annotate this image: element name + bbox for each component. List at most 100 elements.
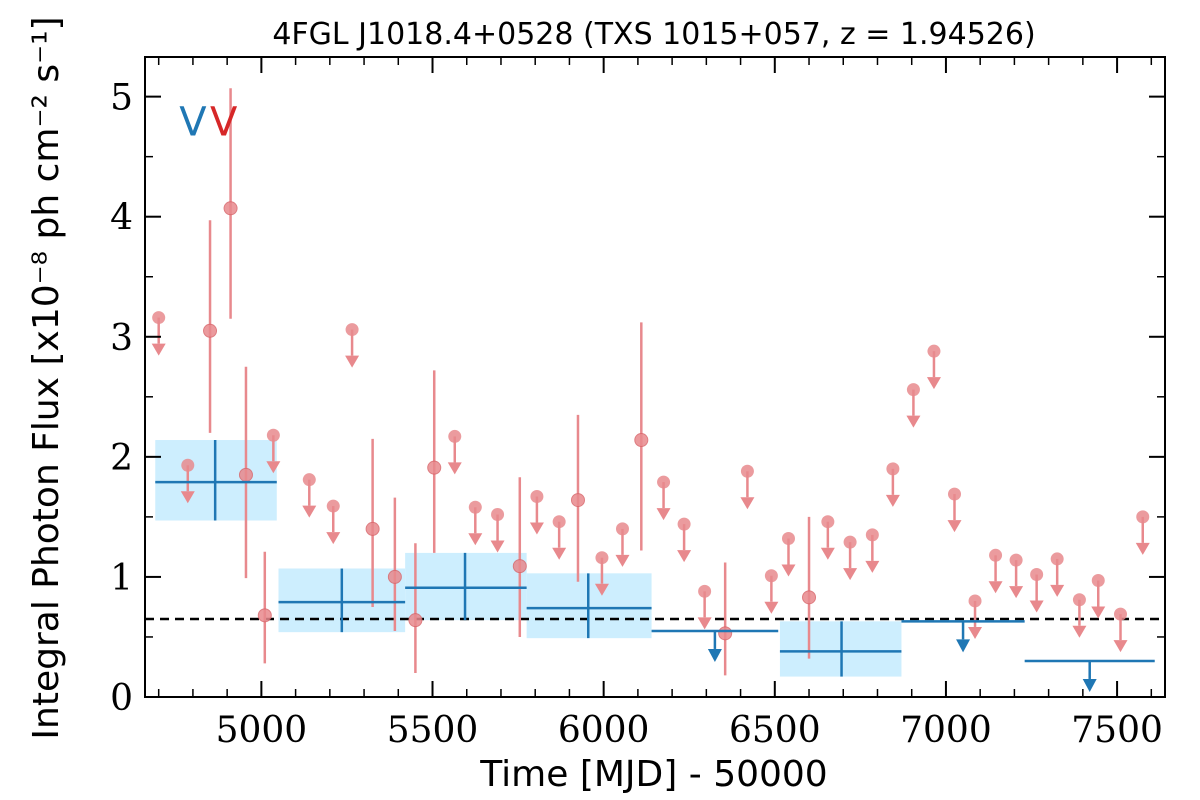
upper-limit-marker [886, 462, 900, 476]
upper-limit-marker [615, 522, 629, 536]
upper-limit-point [1072, 593, 1087, 638]
y-axis-label: Integral Photon Flux [x10⁻⁸ ph cm⁻² s⁻¹] [26, 16, 67, 739]
upper-limit-marker [448, 429, 462, 443]
upper-limit-point [594, 551, 609, 596]
upper-limit-arrow [151, 343, 166, 356]
binned-upper-limit [1024, 659, 1155, 692]
upper-limit-arrow [1082, 678, 1097, 692]
binned-data-point [779, 621, 902, 677]
binned-data-point [526, 573, 652, 639]
upper-limit-marker [345, 323, 359, 337]
binned-upper-limit [901, 620, 1025, 653]
x-tick-label: 5500 [387, 710, 479, 751]
upper-limit-point [326, 499, 341, 545]
y-tick-label: 5 [110, 78, 133, 119]
upper-limit-point [1113, 607, 1128, 653]
upper-limit-arrow [1113, 640, 1128, 653]
data-point [802, 516, 817, 659]
point-marker [365, 521, 380, 536]
upper-limit-point [697, 584, 712, 630]
point-marker [257, 608, 272, 623]
upper-limit-point [820, 515, 835, 560]
y-tick-label: 4 [110, 198, 133, 239]
upper-limit-point [529, 489, 544, 535]
upper-limit-point [552, 515, 567, 560]
upper-limit-arrow [345, 355, 360, 368]
upper-limit-point [1050, 552, 1065, 597]
upper-limit-arrow [677, 550, 692, 563]
upper-limit-point [781, 532, 796, 577]
upper-limit-arrow [707, 648, 722, 662]
point-marker [718, 626, 733, 641]
upper-limit-point [266, 428, 281, 474]
upper-limit-marker [1030, 568, 1044, 582]
upper-limit-point [1029, 568, 1044, 613]
point-marker [238, 467, 253, 482]
data-point [203, 220, 218, 433]
upper-limit-point [926, 344, 941, 390]
upper-limit-marker [1050, 552, 1064, 566]
upper-limit-point [302, 473, 317, 518]
event-marker-label: V [210, 100, 238, 146]
upper-limit-marker [1136, 510, 1150, 524]
short-bin-series-layer [151, 88, 1150, 676]
upper-limit-marker [468, 500, 482, 514]
point-marker [802, 590, 817, 605]
upper-limit-arrow [656, 508, 671, 521]
upper-limit-marker [302, 473, 316, 487]
y-tick-label: 0 [110, 678, 133, 719]
upper-limit-marker [781, 532, 795, 546]
upper-limit-arrow [468, 533, 483, 546]
binned-data-point [405, 552, 527, 621]
data-point [408, 543, 423, 673]
upper-limit-point [1091, 574, 1106, 619]
upper-limit-marker [552, 515, 566, 529]
y-tick-label: 3 [110, 318, 133, 359]
upper-limit-marker [1091, 574, 1105, 588]
upper-limit-point [865, 528, 880, 573]
binned-upper-limit [651, 629, 779, 662]
data-point [427, 370, 442, 553]
data-point [257, 551, 272, 664]
upper-limit-point [968, 594, 983, 639]
upper-limit-marker [266, 428, 280, 442]
x-axis-label: Time [MJD] - 50000 [479, 754, 827, 795]
upper-limit-marker [698, 584, 712, 598]
point-marker [223, 201, 238, 216]
upper-limit-marker [740, 464, 754, 478]
upper-limit-marker [821, 515, 835, 529]
upper-limit-marker [865, 528, 879, 542]
upper-limit-arrow [447, 462, 462, 475]
upper-limit-point [1009, 553, 1024, 599]
y-tick-label: 1 [110, 558, 133, 599]
upper-limit-arrow [926, 377, 941, 390]
upper-limit-arrow [1091, 606, 1106, 619]
upper-limit-arrow [1009, 586, 1024, 599]
upper-limit-marker [906, 383, 920, 397]
upper-limit-point [615, 522, 630, 567]
axes-layer: 5000 5500 6000 6500 7000 7500 0 1 2 3 4 5 [110, 56, 1166, 751]
data-point [365, 438, 380, 607]
upper-limit-arrow [266, 461, 281, 474]
upper-limit-point [490, 507, 505, 553]
upper-limit-point [906, 383, 921, 428]
upper-limit-arrow [1050, 584, 1065, 597]
upper-limit-arrow [764, 601, 779, 614]
point-marker [634, 433, 649, 448]
upper-limit-arrow [781, 564, 796, 577]
upper-limit-arrow [1135, 542, 1150, 555]
upper-limit-arrow [594, 583, 609, 596]
upper-limit-arrow [615, 554, 630, 567]
upper-limit-arrow [1072, 625, 1087, 638]
upper-limit-point [843, 535, 858, 581]
chart-title: 4FGL J1018.4+0528 (TXS 1015+057, z = 1.9… [272, 17, 1035, 52]
upper-limit-point [988, 548, 1003, 594]
upper-limit-arrow [947, 520, 962, 533]
upper-limit-arrow [1029, 600, 1044, 613]
upper-limit-marker [1114, 607, 1128, 621]
upper-limit-arrow [843, 568, 858, 581]
upper-limit-marker [968, 594, 982, 608]
point-marker [570, 493, 585, 508]
